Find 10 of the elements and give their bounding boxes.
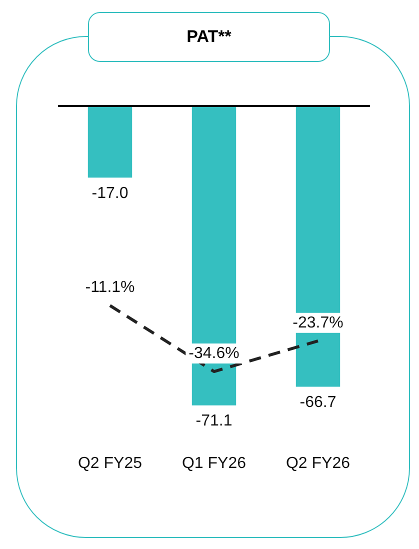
data-label: -71.1: [196, 412, 232, 430]
x-tick-label: Q2 FY25: [78, 454, 142, 472]
chart-title: PAT**: [88, 12, 330, 62]
x-tick-label: Q2 FY26: [286, 454, 350, 472]
data-label: -66.7: [300, 394, 336, 412]
data-label: -11.1%: [85, 278, 135, 296]
data-label: -23.7%: [292, 314, 344, 332]
data-label: -17.0: [92, 184, 128, 202]
data-label: -34.6%: [188, 344, 240, 362]
x-tick-label: Q1 FY26: [182, 454, 246, 472]
